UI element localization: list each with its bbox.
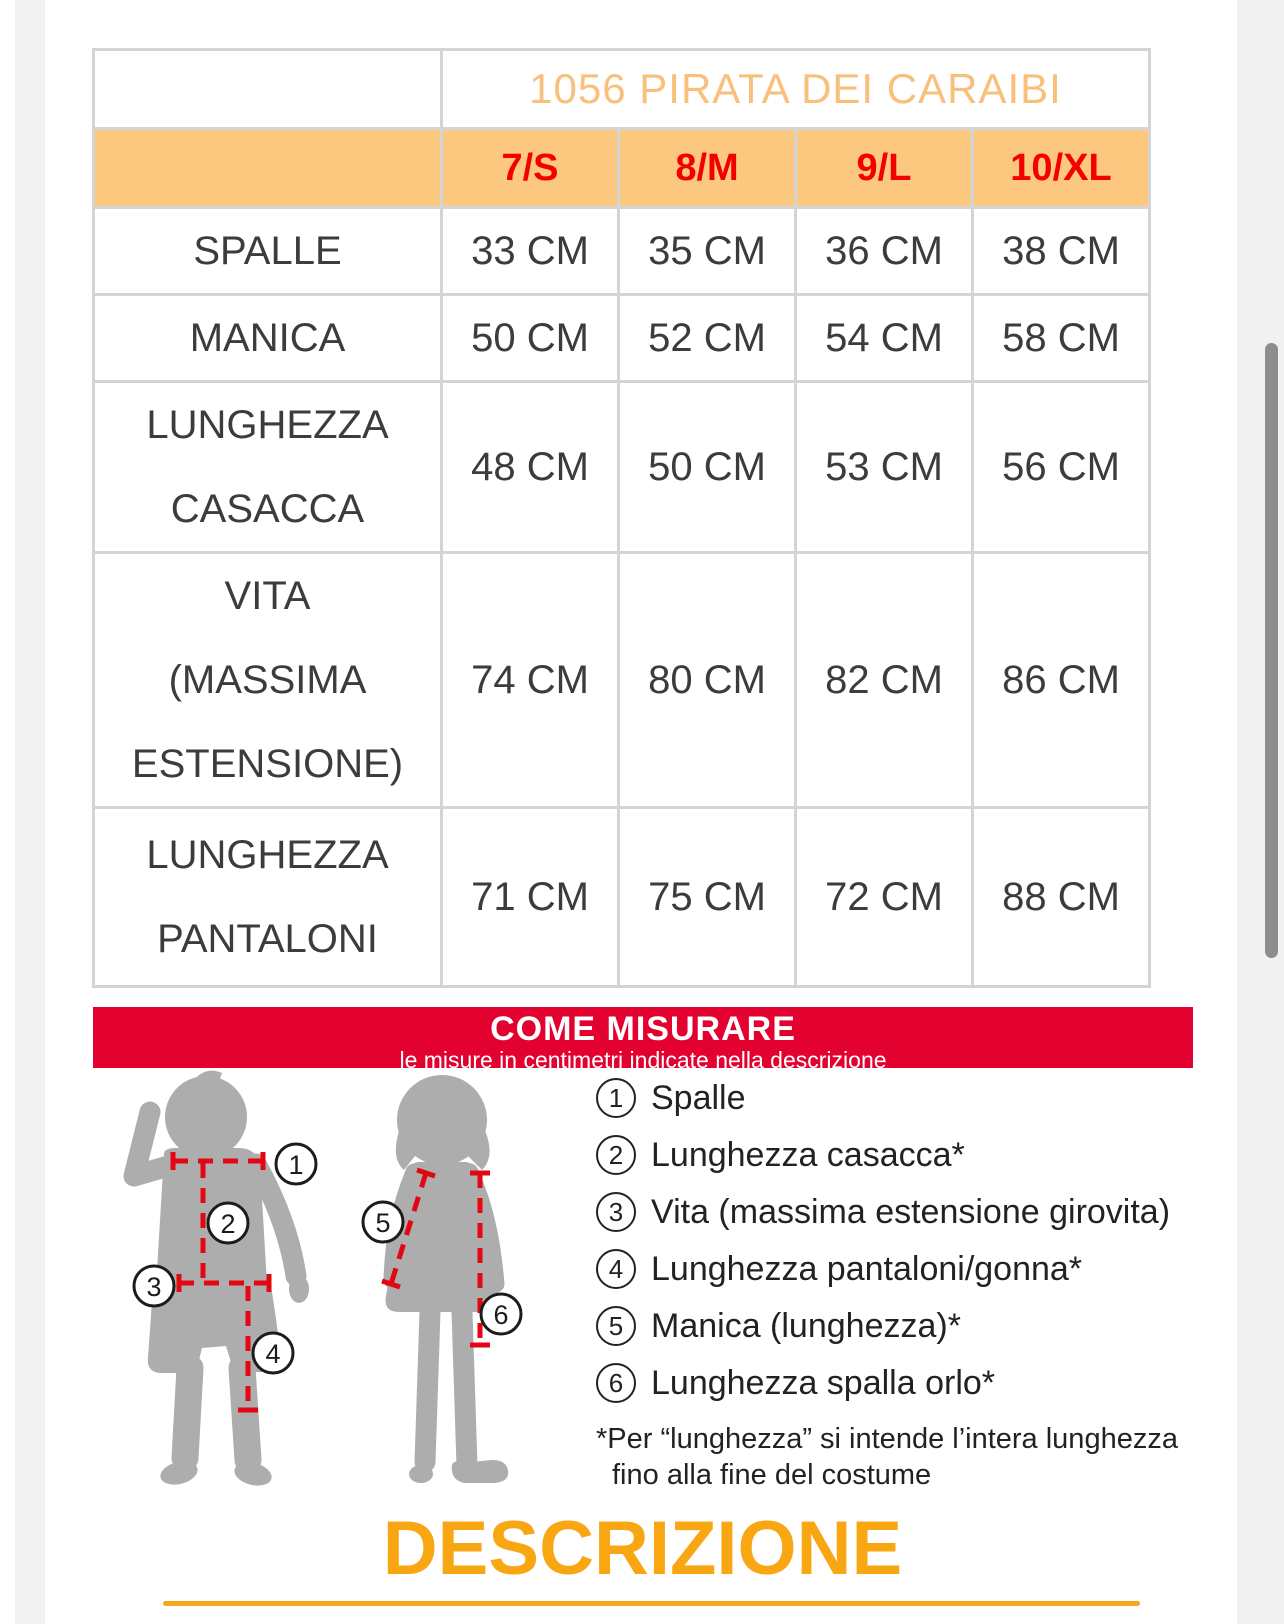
size-value: 75 CM xyxy=(617,806,797,988)
table-row-title: 1056 PIRATA DEI CARAIBI xyxy=(92,48,1151,130)
description-heading: DESCRIZIONE xyxy=(382,1506,903,1591)
banner-subtitle: le misure in centimetri indicate nella d… xyxy=(399,1047,887,1073)
table-row-sizes: 7/S 8/M 9/L 10/XL xyxy=(92,127,1151,209)
size-value: 48 CM xyxy=(440,380,620,554)
size-value: 56 CM xyxy=(971,380,1151,554)
left-gutter xyxy=(15,0,45,1624)
size-header-10xl: 10/XL xyxy=(971,127,1151,209)
measurement-line-ticks xyxy=(170,1152,490,1413)
come-misurare-banner: COME MISURARE le misure in centimetri in… xyxy=(93,1007,1193,1073)
row-label-lunghezza-pantaloni: LUNGHEZZA PANTALONI xyxy=(92,806,443,988)
size-value: 58 CM xyxy=(971,293,1151,383)
svg-text:4: 4 xyxy=(265,1339,280,1369)
marker-5-icon: 5 xyxy=(361,1200,405,1244)
size-value: 74 CM xyxy=(440,551,620,809)
size-value: 35 CM xyxy=(617,206,797,296)
size-value: 80 CM xyxy=(617,551,797,809)
svg-text:6: 6 xyxy=(493,1300,508,1330)
svg-text:1: 1 xyxy=(288,1150,303,1180)
size-value: 33 CM xyxy=(440,206,620,296)
marker-2-icon: 2 xyxy=(206,1201,250,1245)
list-item-label: Lunghezza pantaloni/gonna* xyxy=(651,1249,1083,1288)
size-value: 38 CM xyxy=(971,206,1151,296)
marker-3-icon: 3 xyxy=(132,1264,176,1308)
svg-text:2: 2 xyxy=(220,1209,235,1239)
measure-markers: 1 2 3 4 5 6 xyxy=(132,1142,523,1375)
row-label-spalle: SPALLE xyxy=(92,206,443,296)
table-row: VITA (MASSIMA ESTENSIONE) 74 CM 80 CM 82… xyxy=(92,551,1151,809)
list-item: 1 Spalle xyxy=(596,1078,1216,1118)
circled-number-icon: 1 xyxy=(596,1078,636,1118)
scrollbar-thumb[interactable] xyxy=(1265,343,1278,958)
size-value: 88 CM xyxy=(971,806,1151,988)
product-title: 1056 PIRATA DEI CARAIBI xyxy=(440,48,1151,130)
circled-number-icon: 3 xyxy=(596,1192,636,1232)
list-item-label: Spalle xyxy=(651,1078,746,1117)
size-value: 53 CM xyxy=(794,380,974,554)
list-item-label: Lunghezza casacca* xyxy=(651,1135,965,1174)
size-value: 72 CM xyxy=(794,806,974,988)
blank-size-cell xyxy=(92,127,443,209)
table-row: MANICA 50 CM 52 CM 54 CM 58 CM xyxy=(92,293,1151,383)
measurement-lines xyxy=(170,1152,490,1413)
size-chart-table: 1056 PIRATA DEI CARAIBI 7/S 8/M 9/L 10/X… xyxy=(92,48,1151,988)
marker-6-icon: 6 xyxy=(479,1292,523,1336)
size-value: 54 CM xyxy=(794,293,974,383)
list-item: 6 Lunghezza spalla orlo* xyxy=(596,1363,1216,1403)
marker-1-icon: 1 xyxy=(274,1142,318,1186)
table-row: LUNGHEZZA CASACCA 48 CM 50 CM 53 CM 56 C… xyxy=(92,380,1151,554)
list-item-label: Vita (massima estensione girovita) xyxy=(651,1192,1171,1231)
description-divider xyxy=(163,1601,1140,1606)
footnote: *Per “lunghezza” si intende l’intera lun… xyxy=(596,1421,1216,1494)
banner-title: COME MISURARE xyxy=(490,1010,796,1048)
circled-number-icon: 4 xyxy=(596,1249,636,1289)
circled-number-icon: 5 xyxy=(596,1306,636,1346)
footnote-line2: fino alla fine del costume xyxy=(612,1459,932,1492)
size-value: 50 CM xyxy=(440,293,620,383)
circled-number-icon: 6 xyxy=(596,1363,636,1403)
footnote-line1: *Per “lunghezza” si intende l’intera lun… xyxy=(596,1423,1178,1455)
blank-corner-cell xyxy=(92,48,443,130)
row-label-lunghezza-casacca: LUNGHEZZA CASACCA xyxy=(92,380,443,554)
size-value: 50 CM xyxy=(617,380,797,554)
measurement-diagram: 1 2 3 4 5 6 xyxy=(123,1070,523,1486)
size-value: 52 CM xyxy=(617,293,797,383)
row-label-vita: VITA (MASSIMA ESTENSIONE) xyxy=(92,551,443,809)
scrollbar-track[interactable] xyxy=(1237,0,1284,1624)
circled-number-icon: 2 xyxy=(596,1135,636,1175)
svg-text:5: 5 xyxy=(375,1208,390,1238)
size-value: 36 CM xyxy=(794,206,974,296)
girl-silhouette-image xyxy=(383,1075,509,1483)
size-value: 82 CM xyxy=(794,551,974,809)
svg-text:3: 3 xyxy=(146,1272,161,1302)
list-item-label: Manica (lunghezza)* xyxy=(651,1306,961,1345)
list-item: 5 Manica (lunghezza)* xyxy=(596,1306,1216,1346)
list-item: 4 Lunghezza pantaloni/gonna* xyxy=(596,1249,1216,1289)
row-label-manica: MANICA xyxy=(92,293,443,383)
size-header-7s: 7/S xyxy=(440,127,620,209)
list-item: 2 Lunghezza casacca* xyxy=(596,1135,1216,1175)
measurement-legend: 1 Spalle 2 Lunghezza casacca* 3 Vita (ma… xyxy=(596,1078,1216,1494)
table-row: LUNGHEZZA PANTALONI 71 CM 75 CM 72 CM 88… xyxy=(92,806,1151,988)
marker-4-icon: 4 xyxy=(251,1331,295,1375)
list-item-label: Lunghezza spalla orlo* xyxy=(651,1363,996,1402)
list-item: 3 Vita (massima estensione girovita) xyxy=(596,1192,1216,1232)
size-header-9l: 9/L xyxy=(794,127,974,209)
size-header-8m: 8/M xyxy=(617,127,797,209)
size-value: 71 CM xyxy=(440,806,620,988)
size-value: 86 CM xyxy=(971,551,1151,809)
table-row: SPALLE 33 CM 35 CM 36 CM 38 CM xyxy=(92,206,1151,296)
